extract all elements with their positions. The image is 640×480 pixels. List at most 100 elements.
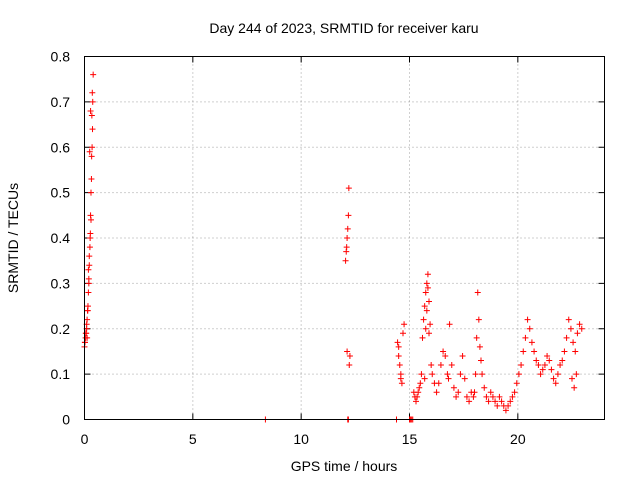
data-point [509,393,516,400]
data-point [453,393,460,400]
y-tick-label: 0.8 [51,49,71,65]
x-tick-label: 5 [189,431,197,447]
data-point [513,380,520,387]
data-point [427,321,434,328]
data-point [470,393,477,400]
data-point [571,384,578,391]
y-tick-label: 0.2 [51,321,71,337]
plot-frame [84,56,605,420]
data-point [90,71,97,78]
y-axis-label: SRMTID / TECUs [5,183,21,293]
data-point [398,380,405,387]
x-tick-label: 0 [81,431,89,447]
data-point [440,348,447,355]
data-point [88,153,95,160]
data-point [522,334,529,341]
data-point [433,389,440,396]
data-point [487,389,494,396]
data-point [526,325,533,332]
data-point [400,330,406,337]
data-point [544,352,551,359]
data-point [416,384,423,391]
data-point [476,343,483,350]
data-point [395,352,402,359]
data-point [485,398,492,405]
data-point [89,89,96,96]
data-point [88,216,94,223]
data-point [567,325,574,332]
data-point [87,107,94,114]
data-point [342,257,349,264]
data-point [396,362,403,369]
data-point [570,339,577,346]
data-point [344,348,351,355]
data-point [346,362,353,369]
data-point [421,303,428,310]
data-point [455,389,462,396]
data-point [422,325,429,332]
data-point [420,316,427,323]
data-point [541,362,548,369]
data-point [505,402,512,409]
data-point [394,339,401,346]
data-point [535,362,542,369]
data-point [448,362,455,369]
y-tick-label: 0.3 [51,275,71,291]
data-point [86,262,93,269]
data-point [502,407,509,414]
y-tick-labels: 0 0.1 0.2 0.3 0.4 0.5 0.6 0.7 0.8 [51,49,71,428]
data-point [417,380,424,387]
data-point [572,348,579,355]
data-point [426,298,432,305]
data-point [533,357,540,364]
x-axis-label: GPS time / hours [291,458,398,474]
data-point [550,375,557,382]
data-point [426,330,432,337]
data-point [346,352,353,359]
data-point [84,303,91,310]
data-point [520,348,527,355]
data-point [344,235,351,241]
data-point [471,389,478,396]
chart-title: Day 244 of 2023, SRMTID for receiver kar… [209,20,478,36]
data-point [84,334,91,341]
data-point [88,176,95,183]
data-point [537,371,544,378]
data-point [82,330,89,337]
data-point [86,244,93,251]
data-point [89,126,96,133]
data-point [573,371,580,378]
data-point [444,371,451,378]
data-point [457,371,464,378]
data-point [85,266,92,273]
data-point [442,352,449,359]
data-point [345,212,352,219]
data-point [507,398,514,405]
data-point [515,371,522,378]
x-tick-label: 20 [510,431,526,447]
data-point [472,371,479,378]
data-point [88,189,94,196]
data-point [531,348,538,355]
data-point [343,244,350,251]
data-point [561,348,568,355]
data-point [415,389,422,396]
data-point [528,339,535,346]
data-point [576,321,583,328]
data-point [463,393,470,400]
data-point [481,384,488,391]
data-point [419,334,426,341]
y-tick-label: 0.1 [51,366,71,382]
data-point [424,284,431,291]
data-point [89,144,96,151]
data-point [85,280,92,287]
data-point [85,289,92,296]
data-point [466,398,473,405]
y-tick-label: 0 [62,412,70,428]
data-point [563,334,570,341]
data-point [429,371,436,378]
data-point [474,289,481,296]
data-point [397,375,404,382]
data-point [492,398,499,405]
